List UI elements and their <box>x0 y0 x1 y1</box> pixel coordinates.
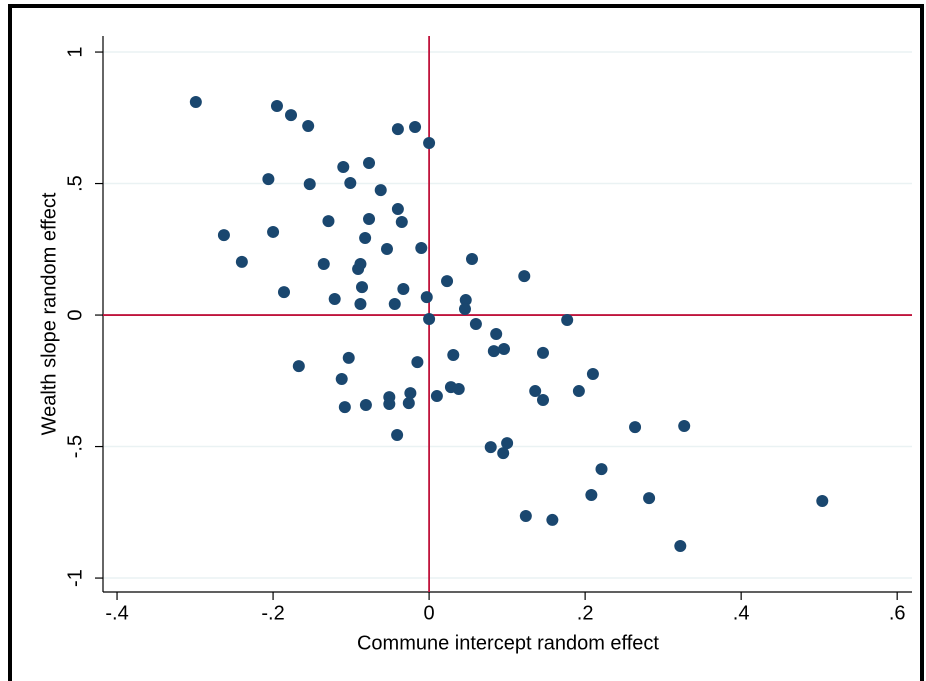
point <box>354 298 367 311</box>
point <box>501 437 514 450</box>
point <box>395 215 408 228</box>
point <box>359 231 372 244</box>
point <box>397 283 410 296</box>
point <box>561 314 574 327</box>
point <box>678 420 691 433</box>
point <box>497 342 510 355</box>
point <box>586 367 599 380</box>
x-tick-label: -.4 <box>105 602 128 624</box>
point <box>816 494 829 507</box>
y-tick-label: 0 <box>64 309 86 320</box>
point <box>452 382 465 395</box>
point <box>536 346 549 359</box>
y-axis-label: Wealth slope random effect <box>38 192 60 435</box>
point <box>404 387 417 400</box>
point <box>423 312 436 325</box>
point <box>458 303 471 316</box>
y-tick-label: .5 <box>64 175 86 192</box>
point <box>189 96 202 109</box>
point <box>643 492 656 505</box>
point <box>303 178 316 191</box>
point <box>409 121 422 134</box>
point <box>302 119 315 132</box>
point <box>270 99 283 112</box>
point <box>359 399 372 412</box>
point <box>363 157 376 170</box>
point <box>497 447 510 460</box>
point <box>402 397 415 410</box>
point <box>337 160 350 173</box>
point <box>217 229 230 242</box>
x-tick-label: .2 <box>577 602 594 624</box>
point <box>629 421 642 434</box>
x-tick-label: .4 <box>733 602 750 624</box>
frame <box>8 4 924 681</box>
point <box>383 397 396 410</box>
point <box>342 351 355 364</box>
point <box>262 173 275 186</box>
point <box>585 488 598 501</box>
point <box>487 345 500 358</box>
point <box>322 215 335 228</box>
point <box>317 258 330 271</box>
point <box>430 390 443 403</box>
point <box>674 539 687 552</box>
point <box>235 255 248 268</box>
point <box>328 293 341 306</box>
point <box>344 177 357 190</box>
point <box>277 286 290 299</box>
point <box>484 441 497 454</box>
point <box>391 203 404 216</box>
point <box>420 291 433 304</box>
point <box>380 243 393 256</box>
x-tick-label: .6 <box>889 602 906 624</box>
point <box>459 294 472 307</box>
point <box>285 109 298 122</box>
point <box>352 263 365 276</box>
point <box>423 137 436 150</box>
point <box>546 513 559 526</box>
x-tick-label: 0 <box>424 602 435 624</box>
x-tick-label: -.2 <box>261 602 284 624</box>
point <box>411 356 424 369</box>
point <box>529 385 542 398</box>
point <box>391 123 404 136</box>
point <box>518 270 531 283</box>
point <box>447 349 460 362</box>
y-tick-label: 1 <box>64 46 86 57</box>
point <box>388 298 401 311</box>
point <box>391 428 404 441</box>
point <box>415 241 428 254</box>
point <box>536 394 549 407</box>
point <box>595 463 608 476</box>
point <box>292 360 305 373</box>
point <box>466 253 479 266</box>
x-axis-label: Commune intercept random effect <box>357 632 659 654</box>
point <box>363 213 376 226</box>
point <box>356 281 369 294</box>
point <box>335 372 348 385</box>
point <box>572 385 585 398</box>
point <box>374 184 387 197</box>
point <box>441 275 454 288</box>
point <box>469 317 482 330</box>
y-tick-label: -.5 <box>64 435 86 458</box>
y-tick-label: -1 <box>64 569 86 587</box>
point <box>267 225 280 238</box>
point <box>338 401 351 414</box>
point <box>490 327 503 340</box>
point <box>519 509 532 522</box>
